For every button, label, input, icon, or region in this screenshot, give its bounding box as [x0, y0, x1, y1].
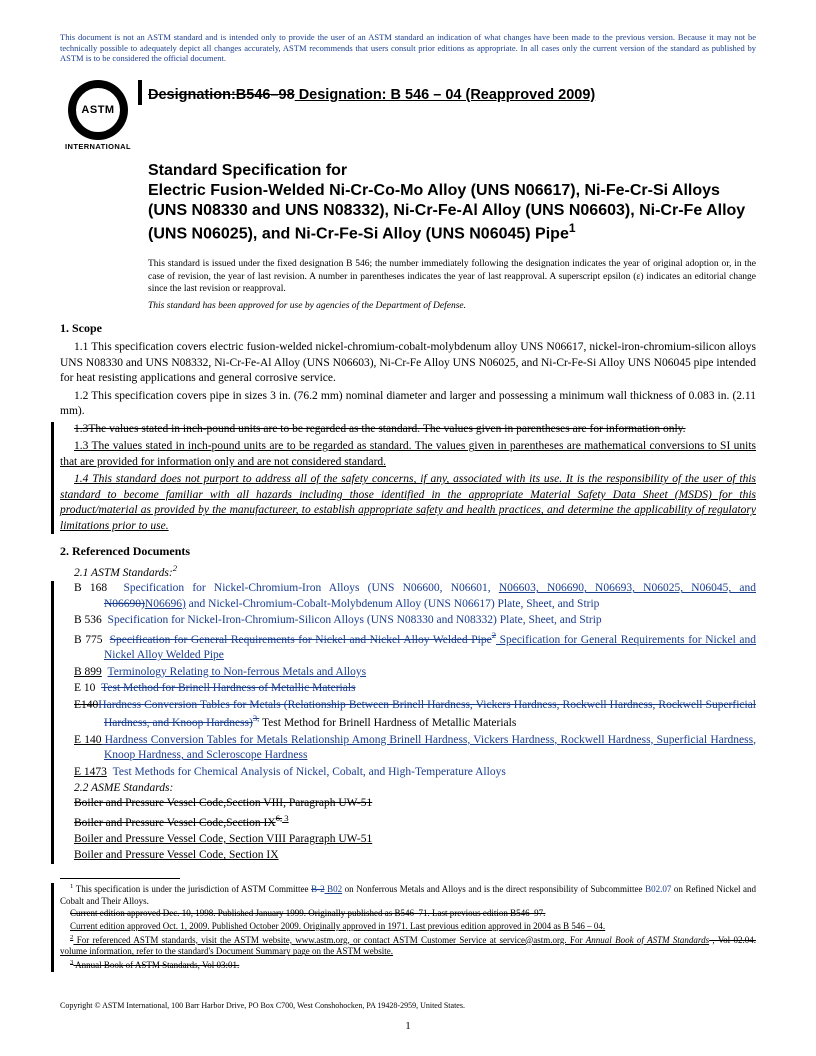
- ref-tail: and Nickel-Chromium-Cobalt-Molybdenum Al…: [186, 598, 600, 610]
- ref-code: B 536: [74, 614, 102, 626]
- para-1-2: 1.2 This specification covers pipe in si…: [60, 389, 756, 420]
- revised-1-3-block: 1.3The values stated in inch-pound units…: [51, 422, 756, 535]
- section-1-head: 1. Scope: [60, 321, 756, 336]
- fn-new: volume information, refer to the standar…: [60, 946, 393, 956]
- ref-tail: Test Method for Brinell Hardness of Meta…: [259, 717, 516, 729]
- fn-link: B02.07: [645, 884, 671, 894]
- ref-struck: N06690): [104, 598, 145, 610]
- title-prefix: Standard Specification for: [148, 162, 347, 179]
- issuance-note: This standard is issued under the fixed …: [148, 258, 756, 295]
- footnote-dates-new: Current edition approved Oct. 1, 2009. P…: [60, 921, 756, 933]
- ref-code: E 1473: [74, 766, 107, 778]
- ref-b168: B 168 Specification for Nickel-Chromium-…: [60, 581, 756, 612]
- fn-new: B02: [325, 884, 343, 894]
- ref-code: E 140: [74, 734, 102, 746]
- ref-text: Specification for Nickel-Chromium-Iron A…: [123, 582, 498, 594]
- footnote-separator: [60, 878, 180, 879]
- ref-code: B 899: [74, 666, 102, 678]
- fn-text: Annual Book of ASTM Standards, Vol 03:01…: [73, 960, 239, 970]
- fn-ital: Annual Book of ASTM Standards: [586, 935, 709, 945]
- ref-sup-new: 3: [282, 813, 288, 823]
- ref-b775: B 775 Specification for General Requirem…: [60, 630, 756, 664]
- ref-code: E140: [74, 699, 98, 711]
- logo-text: ASTM: [81, 104, 114, 116]
- ref-asme1-old: Boiler and Pressure Vessel Code,Section …: [60, 796, 756, 812]
- ref-text: Hardness Conversion Tables for Metals Re…: [102, 734, 757, 762]
- top-disclaimer: This document is not an ASTM standard an…: [60, 32, 756, 64]
- para-1-4: 1.4 This standard does not purport to ad…: [60, 472, 756, 534]
- document-title: Standard Specification for Electric Fusi…: [148, 161, 756, 244]
- para-1-3-new: 1.3 The values stated in inch-pound unit…: [60, 439, 756, 470]
- ref-b536: B 536 Specification for Nickel-Iron-Chro…: [60, 613, 756, 629]
- ref-e140: E 140 Hardness Conversion Tables for Met…: [60, 733, 756, 764]
- ref-code: E 10: [74, 682, 95, 694]
- ref-text: Terminology Relating to Non-ferrous Meta…: [108, 666, 367, 678]
- title-footnote-ref: 1: [569, 221, 576, 235]
- copyright-line: Copyright © ASTM International, 100 Barr…: [60, 1001, 465, 1010]
- ref-b899: B 899 Terminology Relating to Non-ferrou…: [60, 665, 756, 681]
- para-2-1: 2.1 ASTM Standards:2: [60, 563, 756, 579]
- ref-code: B 775: [74, 634, 103, 646]
- footnote-1: 1 This specification is under the jurisd…: [60, 883, 756, 907]
- designation-old: Designation:B546–98: [148, 87, 295, 103]
- footnote-3: 3 Annual Book of ASTM Standards, Vol 03:…: [60, 959, 756, 972]
- ref-struck: Specification for General Requirements f…: [110, 634, 492, 646]
- para-2-2: 2.2 ASME Standards:: [60, 782, 756, 794]
- dod-approval: This standard has been approved for use …: [148, 301, 756, 311]
- ref-e140-old: E140Hardness Conversion Tables for Metal…: [60, 698, 756, 732]
- ref-asme2-old: Boiler and Pressure Vessel Code,Section …: [60, 813, 756, 831]
- fn-text: on Nonferrous Metals and Alloys and is t…: [342, 884, 645, 894]
- astm-logo: ASTM INTERNATIONAL: [60, 80, 136, 151]
- footnotes-block: 1 This specification is under the jurisd…: [51, 883, 756, 972]
- fn-struck: B-2: [311, 884, 325, 894]
- designation-line: Designation:B546–98 Designation: B 546 –…: [138, 80, 595, 105]
- ref-e10: E 10 Test Method for Brinell Hardness of…: [60, 681, 756, 697]
- para-1-1: 1.1 This specification covers electric f…: [60, 340, 756, 387]
- ref-struck: Test Method for Brinell Hardness of Meta…: [101, 682, 355, 694]
- title-body: Electric Fusion-Welded Ni-Cr-Co-Mo Alloy…: [148, 182, 745, 242]
- ref-asme3: Boiler and Pressure Vessel Code, Section…: [60, 832, 756, 848]
- ref-e1473: E 1473 Test Methods for Chemical Analysi…: [60, 765, 756, 781]
- footnote-dates-old: Current edition approved Dec. 10, 1998. …: [60, 908, 756, 920]
- footnote-2: 2 For referenced ASTM standards, visit t…: [60, 934, 756, 958]
- header-row: ASTM INTERNATIONAL Designation:B546–98 D…: [60, 80, 756, 151]
- ref-asme4: Boiler and Pressure Vessel Code, Section…: [60, 848, 756, 864]
- ref-code: B 168: [74, 582, 107, 594]
- fn-struck: , Vol 02.04.: [709, 935, 756, 945]
- fn2-ref: 2: [173, 563, 177, 573]
- ref-text: Specification for Nickel-Iron-Chromium-S…: [108, 614, 602, 626]
- ref-new: N06696): [145, 598, 186, 610]
- ref-text: Test Methods for Chemical Analysis of Ni…: [113, 766, 506, 778]
- fn-text: This specification is under the jurisdic…: [73, 884, 311, 894]
- para-1-3-old: 1.3The values stated in inch-pound units…: [60, 422, 756, 438]
- page-number: 1: [405, 1020, 411, 1032]
- ref-under: N06603, N06690, N06693, N06025, N06045, …: [499, 582, 756, 594]
- designation-new: Designation: B 546 – 04 (Reapproved 2009…: [295, 87, 596, 103]
- title-block: Standard Specification for Electric Fusi…: [148, 161, 756, 311]
- astm-standards-label: 2.1 ASTM Standards:: [74, 567, 173, 579]
- section-2-head: 2. Referenced Documents: [60, 544, 756, 559]
- logo-international: INTERNATIONAL: [60, 142, 136, 151]
- refs-block: B 168 Specification for Nickel-Chromium-…: [51, 581, 756, 864]
- ref-struck: Boiler and Pressure Vessel Code,Section …: [74, 816, 276, 828]
- fn-text: For referenced ASTM standards, visit the…: [73, 935, 585, 945]
